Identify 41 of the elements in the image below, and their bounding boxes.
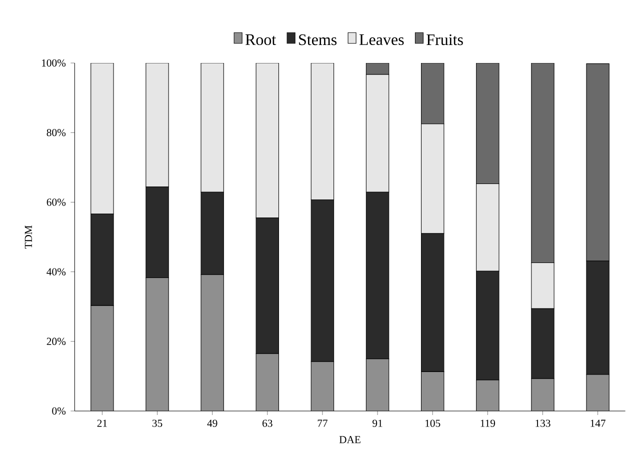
bar	[420, 124, 444, 234]
x-tick-label: 49	[207, 420, 218, 427]
y-tick-label: 100%	[42, 59, 66, 67]
bar	[200, 63, 224, 192]
x-tick-label: 63	[262, 420, 272, 427]
bar	[90, 63, 114, 214]
y-tick-label: 0%	[52, 407, 66, 415]
bar	[311, 362, 334, 411]
y-tick-label: 40%	[46, 268, 66, 276]
bar	[421, 372, 444, 411]
y-tick-label: 80%	[46, 128, 66, 136]
bar	[256, 63, 279, 218]
y-axis-title: TDM	[24, 225, 32, 249]
bar	[256, 354, 279, 411]
bar	[366, 74, 390, 192]
legend-label: Stems	[299, 34, 337, 46]
bar	[476, 380, 499, 411]
y-tick-label: 60%	[46, 198, 66, 206]
bar	[310, 63, 334, 200]
x-tick-label: 147	[590, 420, 606, 427]
x-tick-label: 119	[480, 420, 496, 427]
bar	[201, 274, 224, 411]
legend-label: Root	[245, 34, 276, 46]
x-tick-label: 133	[536, 420, 550, 427]
x-tick-label: 91	[372, 420, 382, 427]
bar	[146, 278, 169, 411]
bar	[146, 63, 169, 188]
x-axis-title: DAE	[339, 436, 360, 444]
legend-label: Fruits	[426, 34, 463, 46]
bar	[586, 374, 610, 411]
y-tick-label: 20%	[46, 338, 66, 346]
x-tick-label: 21	[97, 420, 107, 427]
x-tick-label: 77	[318, 420, 328, 427]
bar	[476, 183, 500, 272]
legend-label: Leaves	[359, 34, 404, 46]
x-tick-label: 35	[152, 420, 162, 427]
bar	[531, 262, 554, 309]
bar	[90, 306, 114, 411]
bar	[531, 378, 554, 411]
bar	[366, 358, 389, 411]
x-tick-label: 105	[426, 420, 440, 427]
